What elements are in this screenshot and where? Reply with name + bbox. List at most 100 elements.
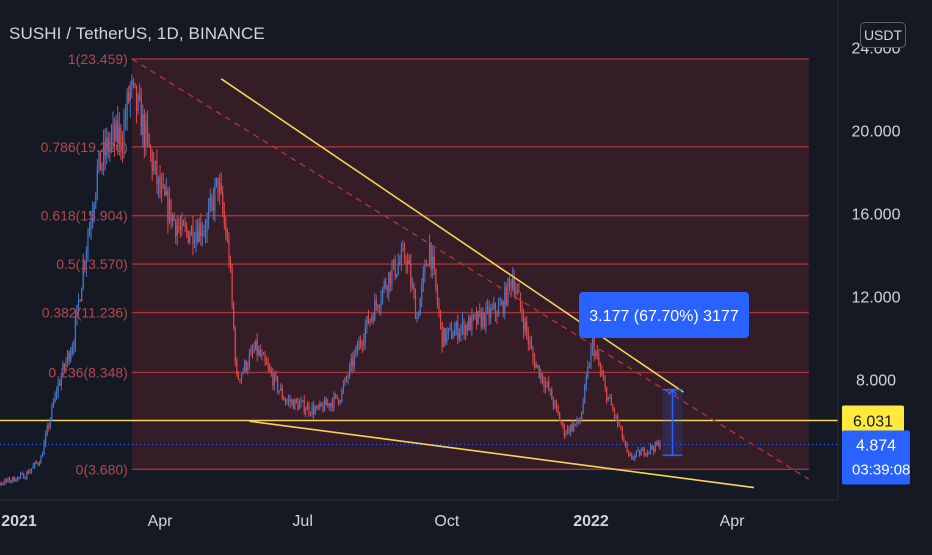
candle-body	[162, 184, 164, 187]
candle-body	[656, 442, 658, 446]
candle-body	[425, 263, 428, 267]
candle-body	[554, 402, 556, 406]
candles-layer	[0, 74, 661, 487]
candle-body	[222, 192, 224, 212]
candle-body	[0, 482, 1, 485]
candle-body	[403, 247, 406, 261]
candle-body	[182, 221, 185, 226]
candle-body	[311, 405, 313, 414]
candle-body	[516, 290, 518, 292]
candle-body	[92, 214, 94, 222]
y-tick-label: 16.000	[852, 207, 901, 224]
candle-body	[170, 199, 172, 223]
candle-body	[562, 423, 564, 425]
candle-body	[602, 375, 605, 381]
candle-body	[595, 352, 597, 356]
fib-level-label: 0.618(15.904)	[41, 208, 128, 224]
candle-body	[463, 320, 465, 336]
candle-body	[449, 326, 451, 329]
candle-body	[85, 251, 87, 265]
currency-button[interactable]: USDT	[860, 22, 906, 48]
candle-body	[225, 222, 227, 238]
candle-body	[367, 316, 370, 324]
candle-body	[544, 383, 547, 388]
candle-body	[57, 383, 59, 393]
candle-body	[609, 397, 611, 399]
candle-body	[190, 226, 192, 236]
candle-body	[8, 478, 11, 482]
candle-body	[211, 198, 213, 200]
candle-body	[350, 358, 352, 366]
candle-body	[505, 287, 507, 305]
candle-body	[590, 347, 592, 367]
candle-body	[438, 303, 440, 313]
candle-body	[657, 442, 659, 446]
candle-body	[121, 146, 124, 150]
candle-body	[615, 415, 617, 417]
y-tick-label: 20.000	[852, 124, 901, 141]
candle-body	[356, 346, 359, 351]
candle-body	[276, 377, 279, 392]
candle-body	[428, 242, 431, 265]
candle-body	[314, 408, 316, 414]
candle-body	[215, 177, 218, 185]
candle-body	[338, 398, 340, 403]
candle-body	[109, 141, 111, 151]
candle-body	[29, 470, 31, 474]
candle-body	[571, 424, 573, 431]
candle-body	[203, 230, 205, 234]
candle-body	[493, 303, 495, 309]
candle-body	[295, 399, 297, 402]
measure-arrow	[667, 388, 678, 396]
candle-body	[82, 264, 84, 289]
candle-body	[366, 316, 368, 327]
measure-layer: 3.177 (67.70%) 3177	[579, 292, 749, 457]
candle-body	[532, 349, 534, 359]
candle-body	[421, 283, 423, 299]
candle-body	[533, 358, 536, 368]
candle-body	[128, 92, 130, 101]
candle-body	[607, 397, 609, 401]
candle-body	[192, 226, 194, 245]
candle-body	[239, 379, 241, 381]
candle-body	[269, 367, 271, 371]
candle-body	[472, 314, 475, 316]
candle-body	[218, 183, 221, 193]
candle-body	[48, 426, 50, 428]
candle-body	[488, 307, 490, 319]
candle-body	[256, 339, 258, 355]
fib-labels-layer: 1(23.459) 0.786(19.226) 0.618(15.904) 0.5(1…	[41, 51, 128, 477]
candle-body	[236, 361, 238, 375]
candle-body	[458, 333, 460, 339]
candle-body	[640, 450, 642, 456]
candle-body	[195, 231, 197, 243]
x-tick-label: 2021	[1, 513, 37, 530]
candle-body	[342, 384, 344, 390]
candle-body	[139, 95, 141, 99]
y-tick-label: 8.000	[856, 373, 896, 390]
candle-body	[349, 365, 351, 377]
candle-body	[327, 403, 329, 406]
candle-body	[159, 177, 161, 193]
candle-body	[43, 443, 45, 455]
candle-body	[248, 354, 250, 367]
candle-body	[259, 350, 261, 357]
candle-body	[10, 480, 12, 482]
candle-body	[543, 382, 545, 388]
candle-body	[325, 399, 327, 406]
candle-body	[512, 278, 514, 289]
candle-body	[541, 373, 544, 383]
candle-body	[131, 80, 133, 86]
candle-body	[568, 427, 570, 433]
candle-body	[204, 230, 207, 232]
candle-body	[530, 342, 533, 350]
candle-body	[123, 120, 125, 150]
candle-body	[140, 98, 142, 135]
candle-body	[281, 388, 283, 398]
candle-body	[555, 402, 558, 408]
candle-body	[306, 405, 308, 410]
candle-body	[176, 226, 178, 236]
candle-body	[79, 300, 81, 302]
